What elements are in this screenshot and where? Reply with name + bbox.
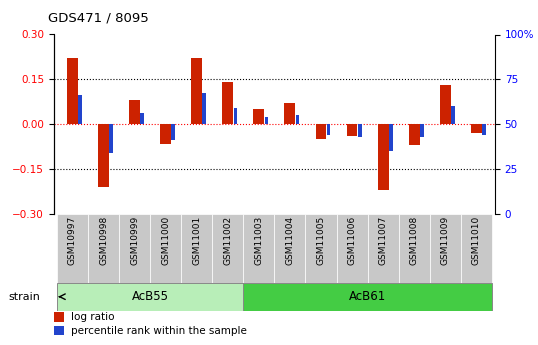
Bar — [378, 124, 388, 190]
Bar — [233, 108, 237, 124]
Bar — [296, 115, 299, 124]
Text: GSM11005: GSM11005 — [316, 216, 325, 265]
Bar — [181, 214, 213, 283]
Bar — [109, 124, 113, 153]
Bar — [285, 103, 295, 124]
Bar — [98, 124, 109, 187]
Text: GSM11008: GSM11008 — [409, 216, 419, 265]
Bar — [471, 124, 482, 133]
Bar — [316, 124, 327, 139]
Bar — [306, 214, 336, 283]
Bar — [346, 124, 357, 136]
Bar — [150, 214, 181, 283]
Bar — [119, 214, 150, 283]
Bar — [399, 214, 430, 283]
Bar — [192, 58, 202, 124]
Bar — [243, 214, 274, 283]
Bar — [336, 214, 367, 283]
Bar — [461, 214, 492, 283]
Bar — [160, 124, 171, 144]
Bar — [367, 214, 399, 283]
Text: GSM11003: GSM11003 — [254, 216, 263, 265]
Bar — [129, 100, 140, 124]
Bar — [78, 96, 82, 124]
Text: percentile rank within the sample: percentile rank within the sample — [72, 326, 247, 336]
Text: GDS471 / 8095: GDS471 / 8095 — [48, 11, 149, 24]
Bar — [67, 58, 78, 124]
Text: AcB61: AcB61 — [349, 290, 386, 303]
Text: GSM11006: GSM11006 — [348, 216, 357, 265]
Text: GSM11002: GSM11002 — [223, 216, 232, 265]
Text: GSM10999: GSM10999 — [130, 216, 139, 265]
Text: log ratio: log ratio — [72, 312, 115, 322]
Bar — [253, 109, 264, 124]
Bar — [57, 214, 88, 283]
Bar — [358, 124, 362, 137]
Bar — [222, 82, 233, 124]
Bar — [440, 85, 451, 124]
Bar — [172, 124, 175, 140]
Text: GSM11010: GSM11010 — [472, 216, 481, 265]
Text: GSM10997: GSM10997 — [68, 216, 77, 265]
Text: GSM11007: GSM11007 — [379, 216, 387, 265]
Bar — [482, 124, 486, 135]
Bar — [57, 283, 243, 310]
Text: GSM11009: GSM11009 — [441, 216, 450, 265]
Text: GSM11004: GSM11004 — [286, 216, 294, 265]
Bar — [54, 312, 65, 322]
Text: AcB55: AcB55 — [132, 290, 168, 303]
Text: strain: strain — [8, 292, 40, 302]
Bar — [213, 214, 243, 283]
Bar — [88, 214, 119, 283]
Text: GSM11001: GSM11001 — [192, 216, 201, 265]
Bar — [389, 124, 393, 151]
Text: GSM11000: GSM11000 — [161, 216, 170, 265]
Bar — [430, 214, 461, 283]
Bar — [54, 326, 65, 335]
Bar — [202, 93, 206, 124]
Bar — [420, 124, 423, 137]
Bar — [140, 114, 144, 124]
Bar — [327, 124, 330, 135]
Bar — [243, 283, 492, 310]
Bar — [451, 106, 455, 124]
Bar — [265, 117, 268, 124]
Bar — [274, 214, 306, 283]
Bar — [409, 124, 420, 145]
Text: GSM10998: GSM10998 — [99, 216, 108, 265]
